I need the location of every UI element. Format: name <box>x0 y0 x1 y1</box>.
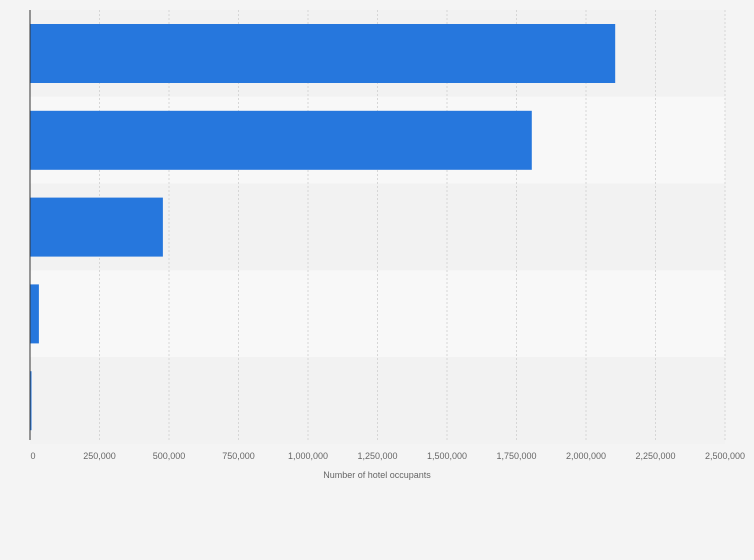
bar[interactable] <box>30 371 32 431</box>
x-tick-label: 500,000 <box>153 451 186 461</box>
x-axis-ticks: 0 250,000 500,000 750,000 1,000,000 1,250,000… <box>30 451 745 461</box>
x-tick-label: 1,750,000 <box>496 451 536 461</box>
x-tick-label: 2,250,000 <box>635 451 675 461</box>
bar[interactable] <box>30 197 163 257</box>
x-tick-label: 1,000,000 <box>288 451 328 461</box>
x-tick-label: 750,000 <box>222 451 255 461</box>
x-tick-label: 1,500,000 <box>427 451 467 461</box>
x-tick-label: 2,500,000 <box>705 451 745 461</box>
bars <box>30 24 616 431</box>
bar[interactable] <box>30 284 39 344</box>
bar[interactable] <box>30 110 532 170</box>
x-tick-label: 2,000,000 <box>566 451 606 461</box>
x-tick-label: 1,250,000 <box>357 451 397 461</box>
x-axis-title: Number of hotel occupants <box>323 470 431 480</box>
x-tick-label: 0 <box>30 451 35 461</box>
bar[interactable] <box>30 24 616 83</box>
x-tick-label: 250,000 <box>83 451 116 461</box>
